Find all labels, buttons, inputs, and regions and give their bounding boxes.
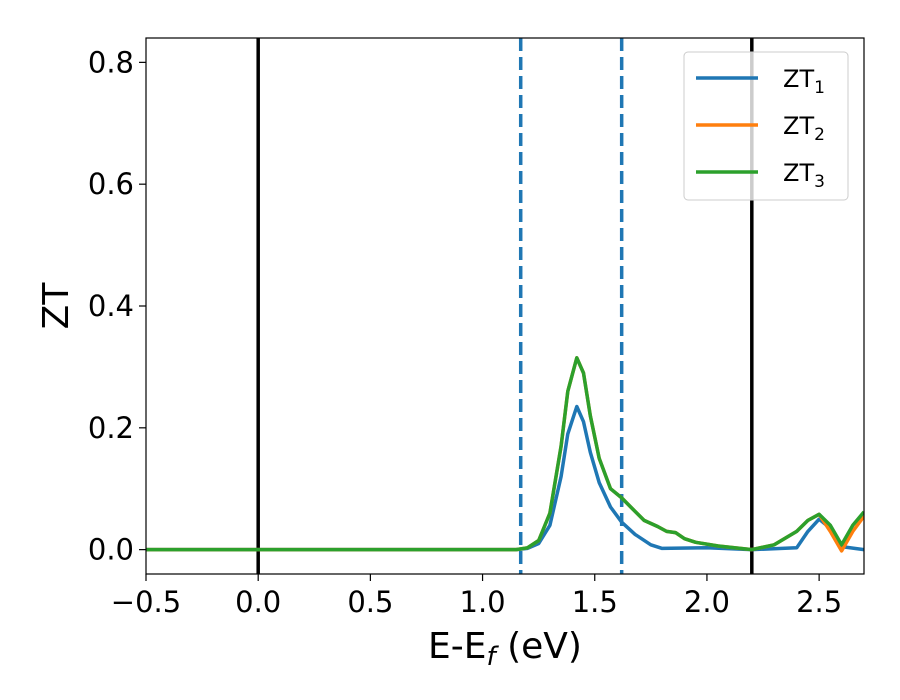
y-tick-label: 0.6 [88, 167, 134, 201]
x-tick-label: 2.5 [796, 585, 842, 619]
x-tick-label: −0.5 [111, 585, 181, 619]
legend-label-zt1: ZT1 [783, 65, 825, 98]
y-tick-label: 0.0 [88, 533, 134, 567]
x-tick-label: 0.5 [347, 585, 393, 619]
legend: ZT1 ZT2 ZT3 [683, 51, 849, 201]
x-axis-title: E-Ef (eV) [428, 626, 582, 672]
legend-label-zt3: ZT3 [783, 159, 825, 192]
y-axis-title: ZT [36, 282, 77, 330]
y-tick-label: 0.2 [88, 411, 134, 445]
x-tick-label: 0.0 [235, 585, 281, 619]
y-axis: 0.0 0.2 0.4 0.6 0.8 [88, 45, 146, 567]
series-line-zt1 [146, 404, 864, 552]
x-axis: −0.5 0.0 0.5 1.0 1.5 2.0 2.5 [111, 574, 842, 619]
y-tick-label: 0.8 [88, 45, 134, 79]
x-tick-label: 2.0 [684, 585, 730, 619]
legend-box [683, 51, 849, 201]
x-tick-label: 1.0 [460, 585, 506, 619]
y-tick-label: 0.4 [88, 289, 134, 323]
legend-label-zt2: ZT2 [783, 112, 825, 145]
series-lines [146, 356, 864, 553]
series-line-zt3 [146, 356, 864, 552]
x-tick-label: 1.5 [572, 585, 618, 619]
